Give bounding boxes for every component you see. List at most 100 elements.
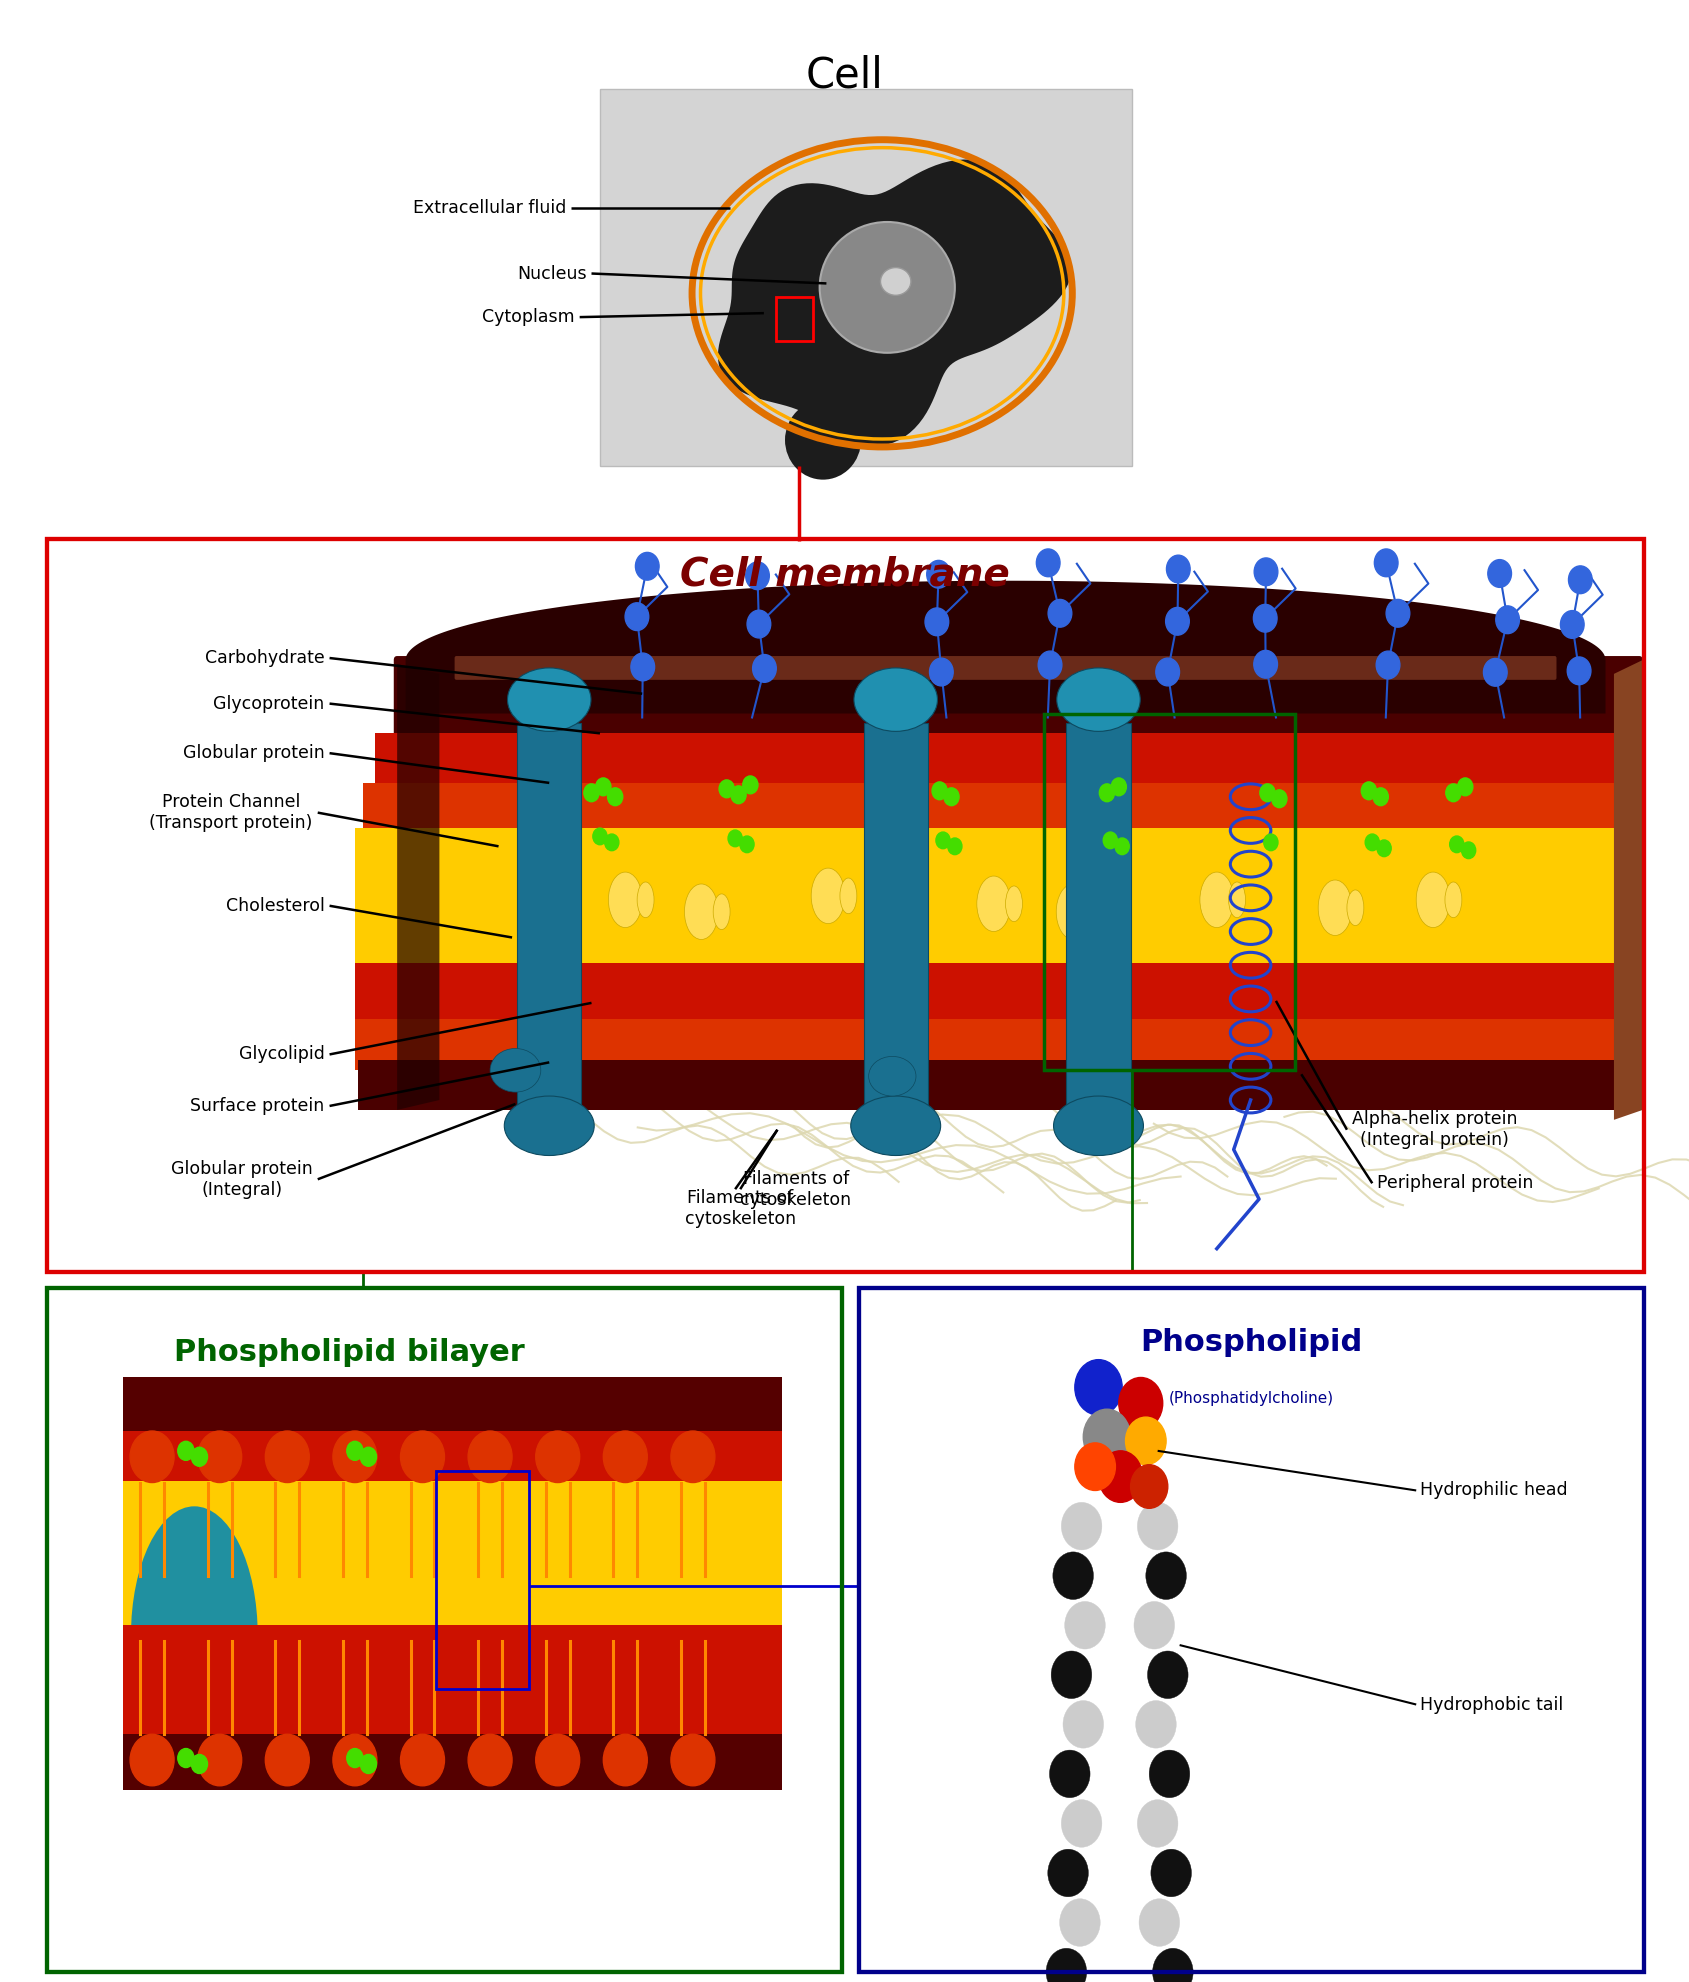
Bar [363,783,1642,836]
Circle shape [596,777,611,797]
Bar [1044,714,1294,1070]
Text: Glycolipid: Glycolipid [238,1045,324,1064]
Bar [358,1060,1642,1110]
Ellipse shape [1005,886,1022,922]
Polygon shape [718,159,1071,446]
Circle shape [1037,652,1061,680]
Text: Carbohydrate: Carbohydrate [204,648,324,668]
Ellipse shape [1056,884,1089,939]
Circle shape [265,1734,309,1786]
Ellipse shape [1056,668,1140,731]
Circle shape [1495,606,1518,634]
Text: Globular protein: Globular protein [182,743,324,763]
Circle shape [926,561,949,589]
Circle shape [730,787,747,805]
Circle shape [1145,1552,1186,1599]
Circle shape [1047,599,1071,626]
Ellipse shape [507,668,591,731]
Ellipse shape [713,894,730,930]
Ellipse shape [811,868,844,924]
Bar [355,963,1642,1027]
Text: Filaments of
cytoskeleton: Filaments of cytoskeleton [684,1189,796,1229]
Circle shape [191,1754,208,1774]
Circle shape [929,658,953,686]
Circle shape [346,1441,363,1461]
Bar [858,1288,1643,1972]
Circle shape [1098,783,1115,801]
Circle shape [1047,1849,1088,1897]
Circle shape [1253,559,1277,587]
Text: Cytoplasm: Cytoplasm [481,307,574,327]
Circle shape [1061,1800,1101,1847]
Text: Phospholipid: Phospholipid [1140,1328,1361,1358]
Circle shape [743,775,758,795]
Circle shape [1125,1417,1165,1465]
Bar [1066,723,1130,1106]
Circle shape [1165,555,1189,583]
Circle shape [740,836,753,852]
Bar [355,1019,1642,1070]
Circle shape [605,834,618,850]
Ellipse shape [1228,882,1245,918]
Circle shape [630,654,654,682]
Circle shape [1253,650,1277,678]
Ellipse shape [608,872,642,928]
Circle shape [603,1734,647,1786]
Circle shape [1045,1948,1086,1982]
Circle shape [265,1431,309,1483]
Ellipse shape [850,1096,941,1156]
Circle shape [1253,605,1277,632]
Circle shape [1052,1552,1093,1599]
Ellipse shape [503,1096,595,1156]
Text: Globular protein
(Integral): Globular protein (Integral) [171,1159,312,1199]
Text: Protein Channel
(Transport protein): Protein Channel (Transport protein) [149,793,312,832]
Circle shape [924,608,948,636]
Circle shape [671,1734,714,1786]
Bar [123,1431,782,1481]
Circle shape [720,779,735,799]
Circle shape [932,781,948,801]
Circle shape [1361,781,1377,801]
Ellipse shape [1415,872,1449,928]
Text: Nucleus: Nucleus [517,264,586,283]
Circle shape [1373,549,1397,577]
Text: Cholesterol: Cholesterol [225,896,324,916]
Circle shape [1449,836,1463,852]
Circle shape [360,1447,377,1467]
Circle shape [1446,783,1459,801]
Ellipse shape [684,884,718,939]
Circle shape [1064,1601,1105,1649]
Ellipse shape [1084,894,1101,930]
Ellipse shape [1199,872,1233,928]
Bar [47,1288,841,1972]
Circle shape [1365,834,1378,850]
Circle shape [635,553,659,581]
FancyBboxPatch shape [454,656,1556,680]
Circle shape [400,1431,444,1483]
Circle shape [1074,1360,1121,1415]
Bar [123,1377,782,1625]
Circle shape [1559,610,1583,638]
Text: Hydrophobic tail: Hydrophobic tail [1419,1695,1562,1714]
Circle shape [948,838,961,854]
Bar [436,1471,529,1689]
Ellipse shape [976,876,1010,932]
Circle shape [942,787,959,807]
Ellipse shape [868,1056,915,1096]
Circle shape [1456,777,1473,797]
Ellipse shape [490,1048,540,1092]
Circle shape [1263,834,1277,850]
Bar [600,89,1132,466]
Circle shape [346,1748,363,1768]
Circle shape [1375,652,1398,680]
Ellipse shape [819,222,954,353]
Circle shape [468,1431,512,1483]
Circle shape [1118,1377,1162,1429]
Circle shape [584,783,600,801]
Circle shape [1461,842,1474,858]
Circle shape [1035,549,1059,577]
Ellipse shape [1052,1096,1143,1156]
Ellipse shape [637,882,654,918]
Circle shape [1103,832,1116,848]
Circle shape [1260,783,1275,801]
